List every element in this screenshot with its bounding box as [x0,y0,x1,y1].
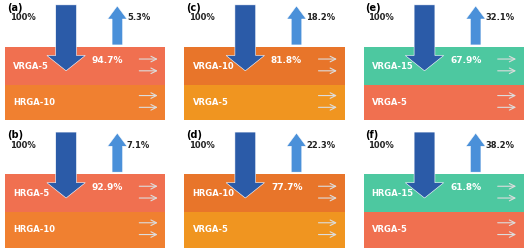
Text: 67.9%: 67.9% [450,56,481,65]
Bar [5,85,165,120]
Text: (f): (f) [366,130,379,140]
Text: 7.1%: 7.1% [127,140,150,149]
FancyArrow shape [405,132,444,198]
Text: 18.2%: 18.2% [306,13,335,22]
Bar [185,47,344,85]
Text: (c): (c) [186,3,201,13]
Bar [5,212,165,248]
Bar [364,212,524,248]
FancyArrow shape [226,5,264,71]
Text: 22.3%: 22.3% [306,140,335,149]
Text: 77.7%: 77.7% [271,183,303,192]
Text: (b): (b) [7,130,23,140]
FancyArrow shape [466,133,485,172]
Text: 38.2%: 38.2% [485,140,514,149]
Bar [185,174,344,212]
FancyArrow shape [108,6,127,45]
Bar [5,174,165,212]
Bar [185,212,344,248]
Text: 100%: 100% [189,140,215,149]
Bar [185,85,344,120]
FancyArrow shape [466,6,485,45]
Text: VRGA-5: VRGA-5 [372,98,407,107]
Text: HRGA-10: HRGA-10 [13,225,56,234]
FancyArrow shape [226,132,264,198]
Text: 81.8%: 81.8% [271,56,302,65]
Text: (d): (d) [186,130,202,140]
Text: 100%: 100% [10,140,36,149]
FancyArrow shape [108,133,127,172]
Text: VRGA-15: VRGA-15 [372,62,414,70]
Text: 100%: 100% [10,13,36,22]
Text: VRGA-5: VRGA-5 [372,225,407,234]
Bar [364,174,524,212]
Text: HRGA-10: HRGA-10 [13,98,56,107]
Text: (a): (a) [7,3,22,13]
FancyArrow shape [47,5,85,71]
Text: 5.3%: 5.3% [127,13,150,22]
FancyArrow shape [47,132,85,198]
Text: 100%: 100% [369,13,394,22]
Text: 32.1%: 32.1% [485,13,514,22]
FancyArrow shape [405,5,444,71]
Text: 100%: 100% [189,13,215,22]
Text: HRGA-10: HRGA-10 [193,189,234,198]
FancyArrow shape [287,133,306,172]
Text: VRGA-5: VRGA-5 [193,98,229,107]
FancyArrow shape [287,6,306,45]
Text: HRGA-5: HRGA-5 [13,189,50,198]
Text: VRGA-10: VRGA-10 [193,62,234,70]
Bar [5,47,165,85]
Text: 61.8%: 61.8% [450,183,481,192]
Text: HRGA-15: HRGA-15 [372,189,414,198]
Text: 92.9%: 92.9% [92,183,123,192]
Text: 94.7%: 94.7% [92,56,123,65]
Text: (e): (e) [366,3,381,13]
Text: 100%: 100% [369,140,394,149]
Text: VRGA-5: VRGA-5 [193,225,229,234]
Bar [364,85,524,120]
Text: VRGA-5: VRGA-5 [13,62,49,70]
Bar [364,47,524,85]
